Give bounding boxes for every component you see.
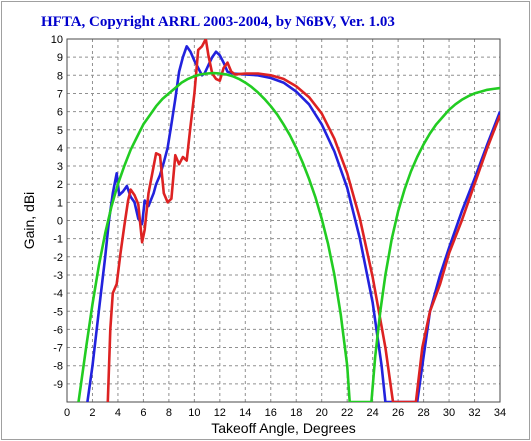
y-tick-label: 2	[57, 179, 63, 191]
y-tick-label: 5	[57, 125, 63, 137]
x-tick-label: 20	[316, 407, 328, 419]
y-tick-label: -3	[53, 270, 63, 282]
tick-labels: 0 2 4 6 8 10 12 14 16 18 20 22 24 26 28 30 32 34109876543…	[51, 34, 506, 419]
x-tick-label: 22	[341, 407, 353, 419]
x-tick-label: 24	[367, 407, 379, 419]
x-tick-label: 0	[64, 407, 70, 419]
grid-layer	[67, 39, 500, 402]
x-tick-label: 28	[417, 407, 429, 419]
y-tick-label: -4	[53, 288, 63, 300]
y-tick-label: -6	[53, 324, 63, 336]
series-layer	[77, 39, 500, 402]
x-tick-label: 16	[265, 407, 277, 419]
x-tick-label: 30	[443, 407, 455, 419]
x-tick-label: 34	[494, 407, 506, 419]
y-tick-label: 3	[57, 161, 63, 173]
y-tick-label: -1	[53, 234, 63, 246]
x-tick-label: 2	[89, 407, 95, 419]
x-tick-label: 32	[468, 407, 480, 419]
y-tick-label: -7	[53, 343, 63, 355]
y-tick-label: 4	[57, 143, 63, 155]
series-line-3	[77, 71, 500, 402]
x-tick-label: 10	[188, 407, 200, 419]
y-tick-label: -5	[53, 306, 63, 318]
x-tick-label: 8	[166, 407, 172, 419]
series-line-1	[86, 45, 500, 402]
x-tick-label: 4	[115, 407, 121, 419]
y-tick-label: 10	[51, 34, 63, 46]
y-tick-label: 1	[57, 197, 63, 209]
plot-border	[66, 38, 501, 403]
series-line-2	[106, 39, 500, 402]
y-tick-label: -2	[53, 252, 63, 264]
y-tick-label: 9	[57, 52, 63, 64]
x-tick-label: 14	[239, 407, 251, 419]
y-tick-label: 7	[57, 88, 63, 100]
x-tick-label: 26	[392, 407, 404, 419]
y-tick-label: -9	[53, 379, 63, 391]
x-tick-label: 6	[140, 407, 146, 419]
chart-title: HFTA, Copyright ARRL 2003-2004, by N6BV,…	[41, 14, 395, 30]
y-tick-label: 8	[57, 70, 63, 82]
y-tick-label: 0	[57, 216, 63, 228]
x-tick-label: 18	[290, 407, 302, 419]
y-axis-title: Gain, dBi	[21, 192, 37, 250]
x-axis-title: Takeoff Angle, Degrees	[211, 420, 356, 436]
y-tick-label: 6	[57, 107, 63, 119]
x-tick-label: 12	[214, 407, 226, 419]
y-tick-label: -8	[53, 361, 63, 373]
